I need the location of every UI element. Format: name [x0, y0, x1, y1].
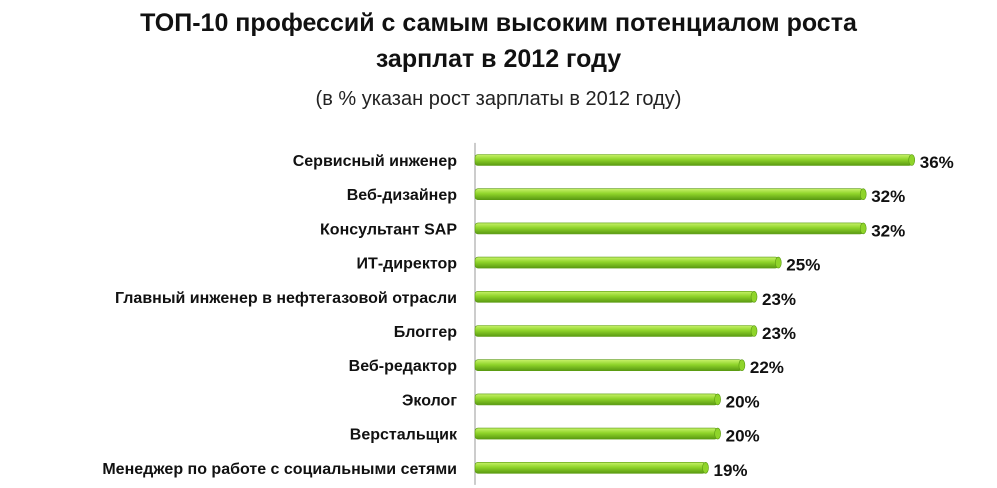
bar	[474, 290, 755, 303]
chart-title-line-1: ТОП-10 профессий с самым высоким потенци…	[140, 9, 857, 37]
bar	[474, 222, 864, 235]
bar-end-cap	[702, 461, 709, 474]
bar-end-cap	[738, 359, 746, 372]
chart-title-line-2: зарплат в 2012 году	[375, 45, 622, 73]
bar	[474, 427, 718, 440]
category-label: Веб-дизайнер	[347, 187, 457, 204]
category-label: ИТ-директор	[357, 256, 458, 273]
bar	[474, 256, 779, 269]
bar	[474, 393, 718, 406]
bar-end-cap	[750, 325, 758, 337]
bar-end-cap	[714, 427, 721, 440]
value-label: 23%	[762, 290, 796, 309]
value-label: 36%	[920, 153, 954, 172]
chart-subtitle: (в % указан рост зарплаты в 2012 году)	[315, 88, 682, 110]
category-label: Веб-редактор	[349, 358, 458, 375]
bar-end-cap	[859, 222, 867, 235]
value-label: 19%	[714, 461, 748, 480]
bar-end-cap	[750, 290, 758, 303]
bar	[474, 188, 864, 200]
category-label: Сервисный инженер	[293, 153, 458, 170]
category-label: Консультант SAP	[320, 221, 457, 238]
value-label: 23%	[762, 324, 796, 343]
value-label: 25%	[786, 256, 820, 275]
category-label: Верстальщик	[350, 427, 458, 444]
category-label: Эколог	[402, 392, 457, 409]
bar-end-cap	[714, 393, 721, 406]
category-label: Блоггер	[394, 324, 457, 341]
category-label: Менеджер по работе с социальными сетями	[102, 461, 457, 478]
value-label: 20%	[726, 392, 760, 411]
bar	[474, 359, 743, 372]
value-label: 22%	[750, 358, 784, 377]
bar-end-cap	[859, 188, 867, 200]
value-label: 32%	[871, 187, 905, 206]
bar	[474, 461, 706, 474]
category-label: Главный инженер в нефтегазовой отрасли	[115, 290, 457, 307]
bar	[474, 154, 913, 166]
value-label: 32%	[871, 221, 905, 240]
bar-end-cap	[774, 256, 782, 269]
value-label: 20%	[726, 427, 760, 446]
bar-end-cap	[908, 154, 916, 166]
bar	[474, 325, 755, 337]
